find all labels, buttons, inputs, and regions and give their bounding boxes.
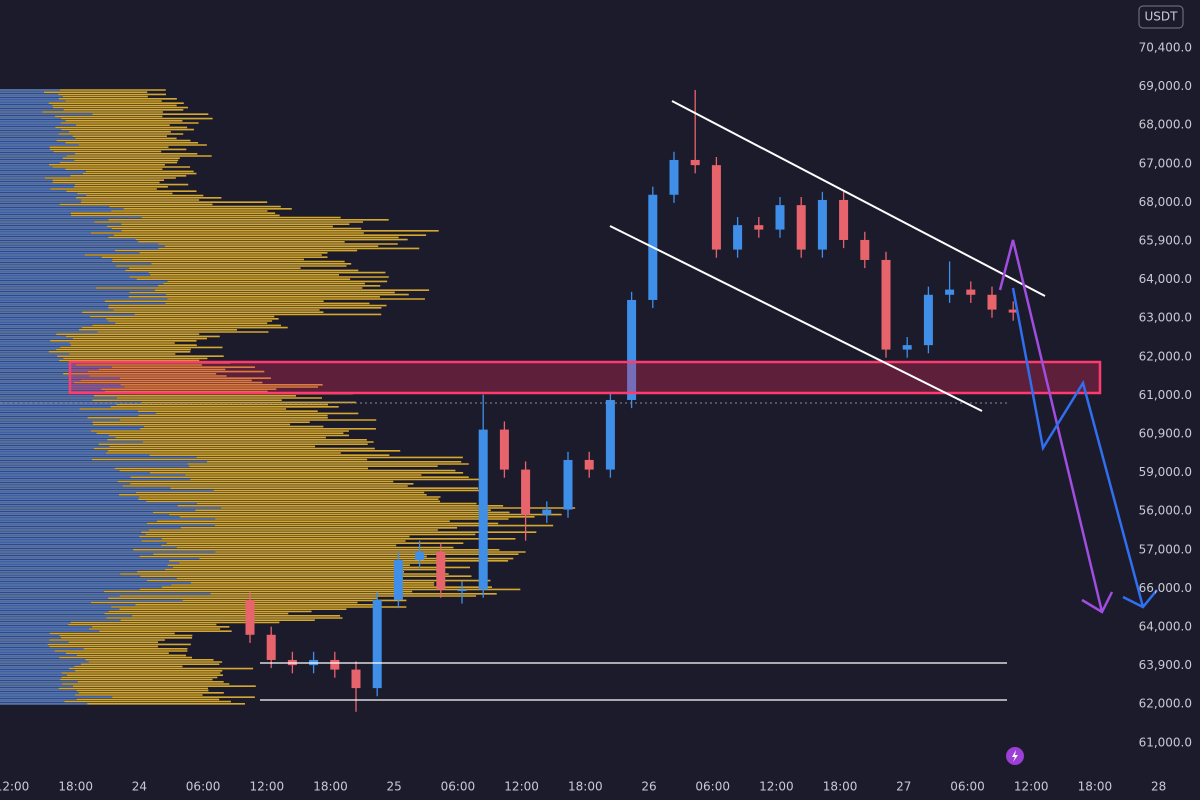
price-label: 61,000.0	[1139, 735, 1192, 749]
candle-body	[923, 294, 933, 346]
currency-label: USDT	[1145, 10, 1179, 24]
price-label: 57,000.0	[1139, 542, 1192, 556]
time-label: 18:00	[823, 780, 858, 794]
channel-line	[671, 100, 1046, 297]
time-label: 18:00	[313, 780, 348, 794]
candle-body	[817, 199, 827, 250]
candle-body	[881, 259, 891, 350]
time-label: 25	[387, 780, 402, 794]
candle-body	[627, 299, 637, 400]
candle-body	[1008, 309, 1018, 313]
candle-body	[478, 429, 488, 590]
time-label: 06:00	[441, 780, 476, 794]
time-label: 12:00	[759, 780, 794, 794]
candle-body	[266, 634, 276, 660]
candle-body	[330, 659, 340, 670]
lightning-glyph	[1012, 750, 1018, 762]
time-label: 18:00	[1078, 780, 1113, 794]
price-label: 59,000.0	[1139, 465, 1192, 479]
candle-body	[415, 551, 425, 560]
arrow-head	[1122, 589, 1158, 609]
candle-body	[351, 669, 361, 689]
candle-body	[605, 399, 615, 470]
candle-body	[796, 205, 806, 250]
price-label: 63,000.0	[1139, 311, 1192, 325]
price-label: 67,000.0	[1139, 156, 1192, 170]
candle-body	[711, 165, 721, 250]
candle-body	[754, 225, 764, 230]
axes: 70,400.0 69,000.0 68,000.0 67,000.0 68,000.0…	[0, 41, 1192, 794]
candle-body	[393, 559, 403, 600]
candle-body	[245, 599, 255, 635]
candle-body	[436, 551, 446, 590]
time-label: 06:00	[186, 780, 221, 794]
candle-body	[372, 599, 382, 689]
channel-line	[609, 225, 983, 412]
time-label: 12:00	[504, 780, 539, 794]
price-label: 60,900.0	[1139, 427, 1192, 441]
candle-body	[902, 345, 912, 350]
resistance-zone	[68, 360, 1102, 395]
price-label: 68,000.0	[1139, 118, 1192, 132]
price-label: 66,000.0	[1139, 581, 1192, 595]
price-label: 63,900.0	[1139, 658, 1192, 672]
candle-body	[457, 589, 467, 592]
time-label: 27	[896, 780, 911, 794]
price-label: 65,900.0	[1139, 234, 1192, 248]
price-label: 70,400.0	[1139, 41, 1192, 55]
price-label: 56,000.0	[1139, 504, 1192, 518]
price-label: 62,000.0	[1139, 349, 1192, 363]
price-label: 62,000.0	[1139, 697, 1192, 711]
price-label: 69,000.0	[1139, 79, 1192, 93]
candle-body	[542, 509, 552, 515]
projection-arrow	[1011, 287, 1145, 608]
time-label: 18:00	[58, 780, 93, 794]
candle-body	[584, 459, 594, 470]
candle-body	[987, 294, 997, 310]
candle-body	[839, 199, 849, 240]
candle-body	[733, 225, 743, 250]
time-label: 26	[641, 780, 656, 794]
time-label: 24	[132, 780, 147, 794]
candle-body	[563, 459, 573, 510]
candle-body	[499, 429, 509, 470]
time-label: 28	[1151, 780, 1166, 794]
time-label: 18:00	[568, 780, 603, 794]
price-label: 64,000.0	[1139, 620, 1192, 634]
time-label: 12:00	[1014, 780, 1049, 794]
price-label: 68,000.0	[1139, 195, 1192, 209]
projection-arrow	[998, 239, 1104, 613]
candle-body	[775, 205, 785, 230]
time-label: 06:00	[950, 780, 985, 794]
time-label: 12:00	[250, 780, 285, 794]
candle-body	[860, 239, 870, 260]
candle-body	[945, 289, 955, 295]
candle-body	[669, 159, 679, 195]
time-label: 12:00	[0, 780, 29, 794]
time-label: 06:00	[695, 780, 730, 794]
arrow-head	[1081, 591, 1114, 614]
candle-body	[690, 159, 700, 166]
currency-button[interactable]	[1138, 5, 1184, 29]
candle-body	[521, 469, 531, 515]
candle-body	[966, 289, 976, 295]
price-label: 61,000.0	[1139, 388, 1192, 402]
price-label: 64,000.0	[1139, 272, 1192, 286]
